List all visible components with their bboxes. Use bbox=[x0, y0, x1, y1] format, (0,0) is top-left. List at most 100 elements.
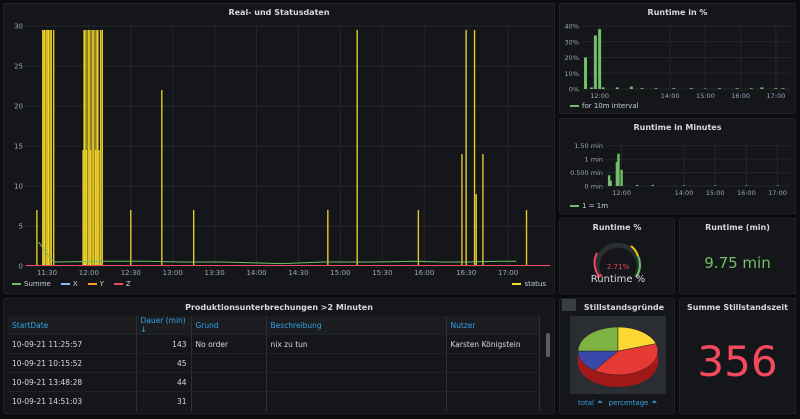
runtime-stat-value: 9.75 min bbox=[704, 254, 771, 272]
y-tick-label: 0% bbox=[569, 86, 579, 94]
runtime-min-bar bbox=[635, 184, 639, 186]
x-tick-label: 15:00 bbox=[696, 92, 715, 100]
pie-slice[interactable] bbox=[617, 326, 657, 352]
pie-title: Stillstandsgründe bbox=[583, 303, 665, 312]
y-tick-label: 20% bbox=[565, 54, 579, 62]
table-header-row: StartDate Dauer (min) ↓ Grund Beschreibu… bbox=[8, 316, 540, 335]
y-tick-label: 1.50 min bbox=[574, 142, 603, 150]
y-tick-label: 40% bbox=[565, 23, 579, 31]
runtime-pct-bar bbox=[590, 87, 594, 89]
x-tick-label: 16:00 bbox=[731, 92, 750, 100]
panel-drag-handle[interactable] bbox=[562, 299, 576, 311]
legend-swatch-icon bbox=[570, 205, 579, 207]
runtime-pct-bar bbox=[717, 88, 721, 89]
table-row[interactable]: 10-09-21 11:25:57 143 No order nix zu tu… bbox=[8, 334, 540, 354]
y-tick-label: 30 bbox=[14, 23, 23, 31]
status-block bbox=[83, 30, 99, 266]
status-bar bbox=[525, 210, 528, 266]
y-tick-label: 0 bbox=[19, 263, 23, 271]
legend-swatch-icon bbox=[570, 105, 579, 107]
col-startdate[interactable]: StartDate bbox=[8, 316, 137, 335]
table-row[interactable]: 10-09-21 13:48:28 44 bbox=[8, 372, 540, 392]
x-tick-label: 12:00 bbox=[79, 269, 99, 277]
table-row[interactable]: 10-09-21 14:51:03 31 bbox=[8, 391, 540, 411]
sort-up-icon: ⏶ bbox=[597, 398, 603, 406]
legend-item-summe[interactable]: Summe bbox=[12, 280, 51, 288]
legend-item-y[interactable]: Y bbox=[87, 280, 104, 288]
status-bar bbox=[101, 30, 103, 266]
y-tick-label: 5 bbox=[19, 223, 23, 231]
legend-item-x[interactable]: X bbox=[60, 280, 78, 288]
runtime-pct-bar bbox=[584, 57, 588, 89]
total-value: 356 bbox=[697, 337, 778, 386]
x-tick-label: 17:00 bbox=[498, 269, 518, 277]
runtime-pct-bar bbox=[689, 88, 693, 89]
table-row[interactable]: 10-09-21 10:15:52 45 bbox=[8, 353, 540, 373]
gauge-track bbox=[594, 242, 642, 279]
runtime-pct-bar bbox=[672, 88, 676, 89]
status-legend: status bbox=[512, 280, 546, 288]
y-tick-label: 0.500 min bbox=[570, 169, 603, 177]
gauge-chart: 2.71% Runtime % bbox=[591, 242, 645, 285]
realdata-panel: Real- und Statusdaten 0 5 10 15 20 25 30 11:30 1… bbox=[3, 3, 555, 294]
runtime-min-panel: Runtime in Minutes 0 min 0.500 min 1 min 1.… bbox=[559, 118, 796, 214]
x-tick-label: 17:00 bbox=[768, 189, 787, 197]
y-tick-label: 15 bbox=[14, 143, 23, 151]
table-scrollbar[interactable] bbox=[546, 333, 550, 357]
col-nutzer[interactable]: Nutzer bbox=[446, 316, 540, 335]
runtime-pct-bar bbox=[654, 88, 658, 89]
y-tick-label: 0 min bbox=[585, 183, 603, 191]
legend-swatch-icon bbox=[60, 283, 70, 285]
legend-item-status[interactable]: status bbox=[512, 280, 546, 288]
realdata-chart[interactable]: 0 5 10 15 20 25 30 11:30 12:00 12:30 13:00 13:30 14:… bbox=[4, 4, 555, 294]
status-bar bbox=[465, 30, 467, 266]
sort-up-icon: ⏶ bbox=[651, 398, 658, 406]
status-bar bbox=[192, 210, 195, 266]
legend-swatch-icon bbox=[87, 283, 97, 285]
gauge-threshold-green bbox=[635, 255, 641, 278]
x-tick-label: 14:30 bbox=[288, 269, 308, 277]
total-downtime-panel: Summe Stillstandszeit 356 bbox=[679, 298, 796, 414]
runtime-min-bar bbox=[713, 185, 717, 186]
realdata-legend: Summe X Y Z bbox=[12, 280, 131, 288]
pie-panel: Stillstandsgründe total ⏶ percentage ⏶ bbox=[559, 298, 675, 414]
runtime-pct-bar bbox=[601, 87, 605, 89]
pie-slice[interactable] bbox=[577, 326, 619, 352]
legend-swatch-icon bbox=[512, 283, 522, 285]
col-grund[interactable]: Grund bbox=[191, 316, 267, 335]
x-tick-label: 16:00 bbox=[737, 189, 756, 197]
col-dauer[interactable]: Dauer (min) ↓ bbox=[136, 316, 192, 335]
runtime-min-bar bbox=[609, 180, 612, 186]
runtime-pct-chart[interactable]: 0% 10% 20% 30% 40% 12:00 14:00 15:00 16:00 17:00 bbox=[560, 4, 796, 114]
status-bar bbox=[461, 154, 463, 266]
legend-label: Y bbox=[99, 280, 104, 288]
status-bar bbox=[356, 30, 358, 266]
runtime-min-bar bbox=[682, 185, 686, 186]
runtime-min-legend: 1 = 1m bbox=[570, 202, 608, 210]
x-tick-label: 17:00 bbox=[767, 92, 786, 100]
x-tick-label: 12:00 bbox=[612, 189, 631, 197]
runtime-min-chart[interactable]: 0 min 0.500 min 1 min 1.50 min 12:00 14:00 15:… bbox=[560, 119, 796, 214]
status-block bbox=[42, 30, 52, 266]
x-tick-label: 13:30 bbox=[205, 269, 225, 277]
pie-slice[interactable] bbox=[594, 343, 659, 376]
legend-item-interval[interactable]: for 10m interval bbox=[570, 102, 639, 110]
status-bar bbox=[130, 210, 132, 266]
status-bar bbox=[161, 90, 163, 266]
x-tick-label: 15:00 bbox=[706, 189, 725, 197]
y-tick-label: 1 min bbox=[585, 156, 603, 164]
legend-total[interactable]: total ⏶ bbox=[578, 398, 603, 407]
interruptions-table: StartDate Dauer (min) ↓ Grund Beschreibu… bbox=[8, 316, 540, 411]
runtime-pct-bar bbox=[640, 88, 644, 89]
runtime-min-bar bbox=[615, 161, 619, 186]
pie-chart[interactable] bbox=[560, 299, 675, 414]
legend-item-z[interactable]: Z bbox=[113, 280, 131, 288]
x-tick-label: 15:00 bbox=[330, 269, 350, 277]
runtime-pct-bar bbox=[593, 35, 597, 89]
legend-percentage[interactable]: percentage ⏶ bbox=[608, 398, 658, 407]
col-beschreibung[interactable]: Beschreibung bbox=[266, 316, 447, 335]
legend-item-minutes[interactable]: 1 = 1m bbox=[570, 202, 608, 210]
x-tick-label: 16:00 bbox=[414, 269, 434, 277]
total-title: Summe Stillstandszeit bbox=[687, 303, 788, 312]
runtime-min-bar bbox=[607, 175, 611, 186]
